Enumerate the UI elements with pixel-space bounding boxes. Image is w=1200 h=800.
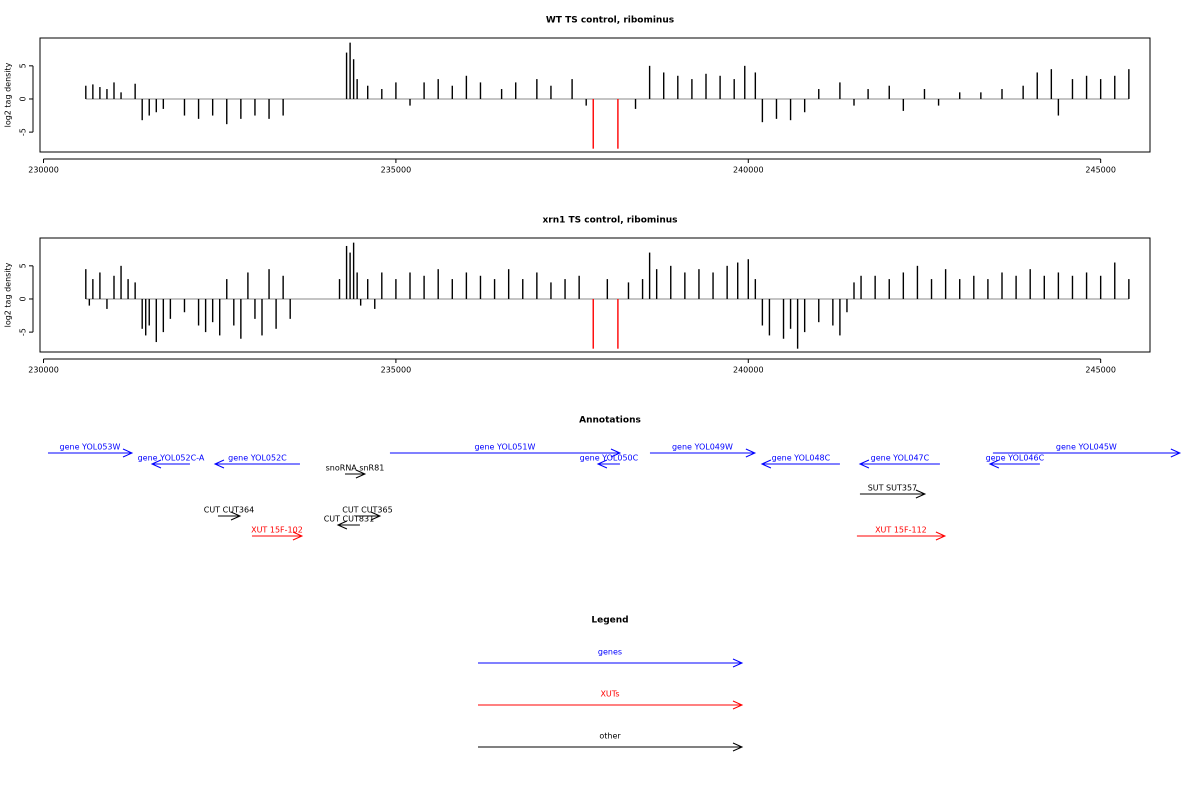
feature-label: XUT 15F-102: [251, 526, 303, 535]
arrow-head: [858, 459, 870, 469]
chart-title: xrn1 TS control, ribominus: [542, 216, 677, 226]
legend-label: XUTs: [600, 690, 619, 699]
feature-label: gene YOL052C-A: [138, 454, 205, 463]
arrow-head: [732, 700, 744, 710]
y-tick-label: 5: [19, 63, 28, 68]
y-axis-label: log2 tag density: [4, 262, 13, 327]
legend-arrow: [478, 700, 744, 710]
y-tick-label: 5: [19, 263, 28, 268]
feature-label: gene YOL045W: [1056, 443, 1117, 452]
feature-label: CUT CUT364: [204, 506, 254, 515]
feature-arrow: [336, 520, 360, 530]
arrow-head: [760, 459, 772, 469]
y-tick-label: 0: [19, 296, 28, 301]
feature-label: snoRNA snR81: [326, 464, 385, 473]
feature-label: gene YOL049W: [672, 443, 733, 452]
feature-arrow: [649, 448, 757, 458]
y-tick-label: -5: [19, 128, 28, 136]
feature-label: gene YOL051W: [474, 443, 535, 452]
arrow-head: [213, 459, 225, 469]
x-tick-label: 235000: [381, 366, 412, 375]
arrow-head: [745, 448, 757, 458]
x-tick-label: 235000: [381, 166, 412, 175]
feature-label: gene YOL052C: [228, 454, 287, 463]
feature-arrow: [859, 489, 927, 499]
legend-label: other: [599, 732, 621, 741]
arrow-head: [610, 448, 622, 458]
x-tick-label: 245000: [1085, 166, 1116, 175]
arrow-head: [370, 511, 382, 521]
arrow-head: [336, 520, 348, 530]
feature-arrow: [217, 511, 242, 521]
feature-label: gene YOL046C: [986, 454, 1045, 463]
arrow-head: [122, 448, 134, 458]
arrow-head: [988, 459, 1000, 469]
feature-arrow: [389, 448, 622, 458]
legend-arrow: [478, 742, 744, 752]
arrow-head: [732, 742, 744, 752]
y-tick-label: 0: [19, 96, 28, 101]
feature-arrow: [760, 459, 840, 469]
feature-arrow: [856, 531, 947, 541]
plot-frame: [39, 37, 1151, 153]
x-tick-label: 230000: [28, 366, 59, 375]
feature-arrow: [150, 459, 190, 469]
y-axis-label: log2 tag density: [4, 62, 13, 127]
arrow-head: [1170, 448, 1182, 458]
feature-arrow: [992, 448, 1182, 458]
x-tick-label: 230000: [28, 166, 59, 175]
arrow-head: [596, 459, 608, 469]
x-tick-label: 245000: [1085, 366, 1116, 375]
chart-title: WT TS control, ribominus: [546, 16, 674, 26]
annotations-title: Annotations: [579, 416, 641, 426]
legend-label: genes: [598, 648, 622, 657]
feature-label: gene YOL048C: [772, 454, 831, 463]
plot-frame: [39, 237, 1151, 353]
arrow-head: [935, 531, 947, 541]
arrow-head: [915, 489, 927, 499]
feature-arrow: [858, 459, 940, 469]
arrow-head: [150, 459, 162, 469]
feature-arrow: [213, 459, 300, 469]
x-tick-label: 240000: [733, 166, 764, 175]
x-tick-label: 240000: [733, 366, 764, 375]
feature-label: gene YOL053W: [60, 443, 121, 452]
feature-arrow: [47, 448, 134, 458]
arrow-head: [292, 531, 304, 541]
feature-arrow: [354, 511, 382, 521]
legend-arrow: [478, 658, 744, 668]
arrow-head: [230, 511, 242, 521]
legend-title: Legend: [591, 616, 628, 626]
feature-arrow: [596, 459, 620, 469]
feature-label: CUT CUT365: [342, 506, 392, 515]
feature-arrow: [344, 469, 367, 479]
arrow-head: [732, 658, 744, 668]
feature-arrow: [251, 531, 304, 541]
feature-label: SUT SUT357: [868, 484, 917, 493]
feature-label: CUT CUT831: [324, 515, 374, 524]
feature-label: gene YOL050C: [580, 454, 639, 463]
feature-label: XUT 15F-112: [875, 526, 927, 535]
feature-arrow: [988, 459, 1040, 469]
y-tick-label: -5: [19, 328, 28, 336]
arrow-head: [355, 469, 367, 479]
feature-label: gene YOL047C: [871, 454, 930, 463]
